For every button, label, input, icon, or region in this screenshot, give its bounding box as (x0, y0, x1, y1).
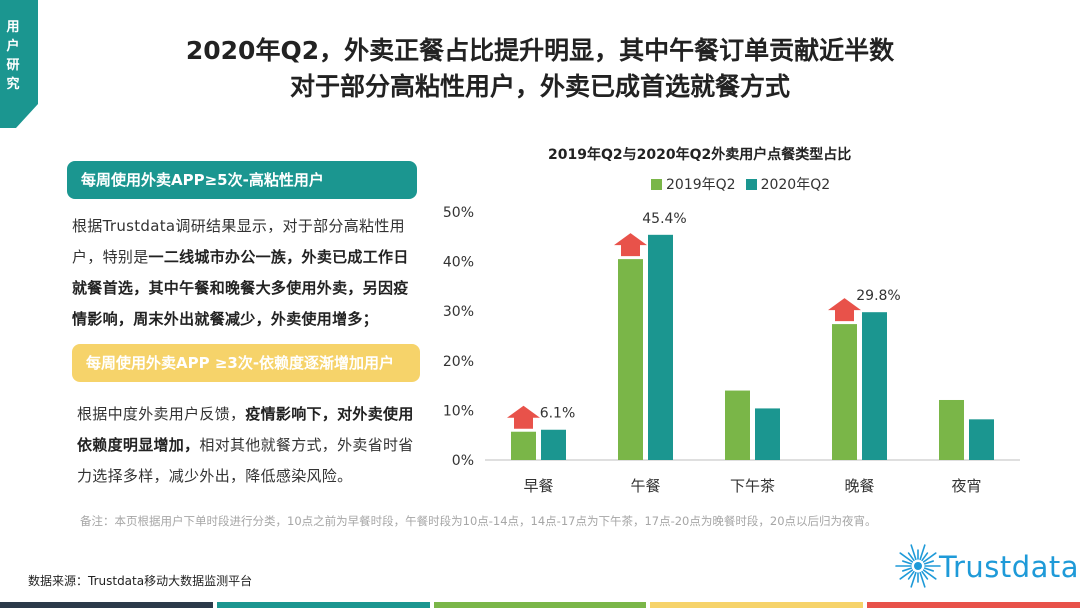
para2-segment: 相对其他就餐方式，外卖省时省力选择多样，减少外出，降低感染风险。 (77, 436, 414, 485)
data-label: 29.8% (856, 288, 900, 304)
x-tick-label: 早餐 (523, 477, 553, 495)
chart-title: 2019年Q2与2020年Q2外卖用户点餐类型占比 (548, 147, 852, 163)
para1-segment: 一二线城市办公一族，外卖已成工作日就餐首选，其中午餐和晚餐大多使用外卖，另因疫情… (72, 248, 409, 328)
sunburst-ray (919, 544, 926, 561)
sunburst-ray (923, 560, 935, 565)
y-tick-label: 50% (443, 205, 474, 221)
y-tick-label: 20% (443, 354, 474, 370)
increase-arrow (614, 233, 647, 257)
sunburst-ray (910, 571, 917, 588)
sunburst-ray (907, 552, 915, 562)
sunburst-icon (895, 544, 941, 588)
sunburst-ray (923, 567, 935, 572)
bar-2019 (939, 399, 964, 460)
logo-wordmark: Trustdata (939, 550, 1080, 584)
data-label: 6.1% (540, 406, 576, 422)
bar-2020 (755, 408, 780, 460)
y-tick-label: 30% (443, 304, 474, 320)
bar-2020 (969, 419, 994, 460)
sunburst-ray (921, 570, 929, 580)
sunburst-ray (922, 569, 937, 580)
sunburst-ray (901, 560, 913, 565)
para2-segment: 根据中度外卖用户反馈， (77, 405, 246, 423)
trustdata-logo: Trustdata (892, 536, 1079, 592)
bottom-bar-segment (867, 602, 1080, 608)
bar-2020 (862, 312, 887, 460)
y-tick-label: 0% (452, 453, 474, 469)
bar-2020 (648, 234, 673, 460)
x-tick-label: 夜宵 (951, 477, 981, 495)
sunburst-ray (901, 567, 913, 572)
sunburst-ray (919, 571, 926, 588)
chart-legend: 2019年Q2 2020年Q2 (651, 174, 830, 194)
increase-arrow (828, 298, 861, 322)
increase-arrow (507, 405, 540, 429)
section-tab-label: 用户研究 (6, 20, 20, 92)
sunburst-ray (910, 544, 917, 561)
para2-segment: 疫情影响下，对外卖使用依赖度明显增加， (77, 405, 414, 454)
legend-swatch-2019 (651, 178, 662, 190)
legend-swatch-2020 (745, 178, 757, 190)
bar-chart: 0% 10% 20% 30% 40% 50% 早餐 6.1% 午餐 45.4% 下午茶 晚餐 29.8%… (443, 205, 1020, 495)
bar-2019 (511, 431, 536, 460)
sunburst-ray (899, 552, 914, 563)
bottom-bar-segment (0, 602, 213, 608)
bottom-bar-segment (650, 602, 864, 608)
sunburst-ray (921, 552, 929, 562)
section-tab: 用户研究 (0, 0, 38, 128)
section-tab-shape (0, 0, 38, 128)
data-label: 45.4% (642, 211, 686, 227)
footnote: 备注：本页根据用户下单时段进行分类，10点之前为早餐时段，午餐时段为10点-14… (80, 514, 877, 528)
legend-label-2020: 2020年Q2 (760, 177, 831, 193)
y-tick-label: 10% (443, 403, 474, 419)
high-stickiness-user-header: 每周使用外卖APP≥5次-高粘性用户 (67, 161, 417, 199)
sunburst-ray (907, 570, 915, 580)
bar-2020 (541, 429, 566, 460)
page-title-line2: 对于部分高粘性用户，外卖已成首选就餐方式 (289, 72, 790, 101)
bar-2019 (618, 259, 643, 460)
bottom-color-bar (0, 602, 1080, 608)
bottom-bar-segment (433, 602, 647, 608)
x-tick-label: 午餐 (630, 477, 660, 495)
increasing-dependence-user-header: 每周使用外卖APP ≥3次-依赖度逐渐增加用户 (72, 344, 420, 382)
legend-item-2020: 2020年Q2 (745, 174, 831, 194)
bottom-bar-segment (216, 602, 430, 608)
bar-2019 (832, 324, 857, 460)
increasing-dependence-user-paragraph: 根据中度外卖用户反馈，疫情影响下，对外卖使用依赖度明显增加，相对其他就餐方式，外… (77, 399, 417, 492)
para1-segment: 根据Trustdata调研结果显示，对于部分高粘性用户，特别是 (72, 217, 405, 266)
data-source: 数据来源：Trustdata移动大数据监测平台 (28, 574, 253, 588)
bar-2019 (725, 390, 750, 460)
x-tick-label: 下午茶 (730, 477, 775, 495)
legend-label-2019: 2019年Q2 (666, 177, 736, 193)
legend-item-2019: 2019年Q2 (651, 174, 736, 194)
page-title-line1: 2020年Q2，外卖正餐占比提升明显，其中午餐订单贡献近半数 (185, 36, 895, 65)
sunburst-ray (899, 569, 914, 580)
high-stickiness-user-paragraph: 根据Trustdata调研结果显示，对于部分高粘性用户，特别是一二线城市办公一族… (72, 211, 417, 335)
sunburst-ray (922, 552, 937, 563)
x-tick-label: 晚餐 (844, 477, 874, 495)
y-tick-label: 40% (443, 255, 474, 271)
